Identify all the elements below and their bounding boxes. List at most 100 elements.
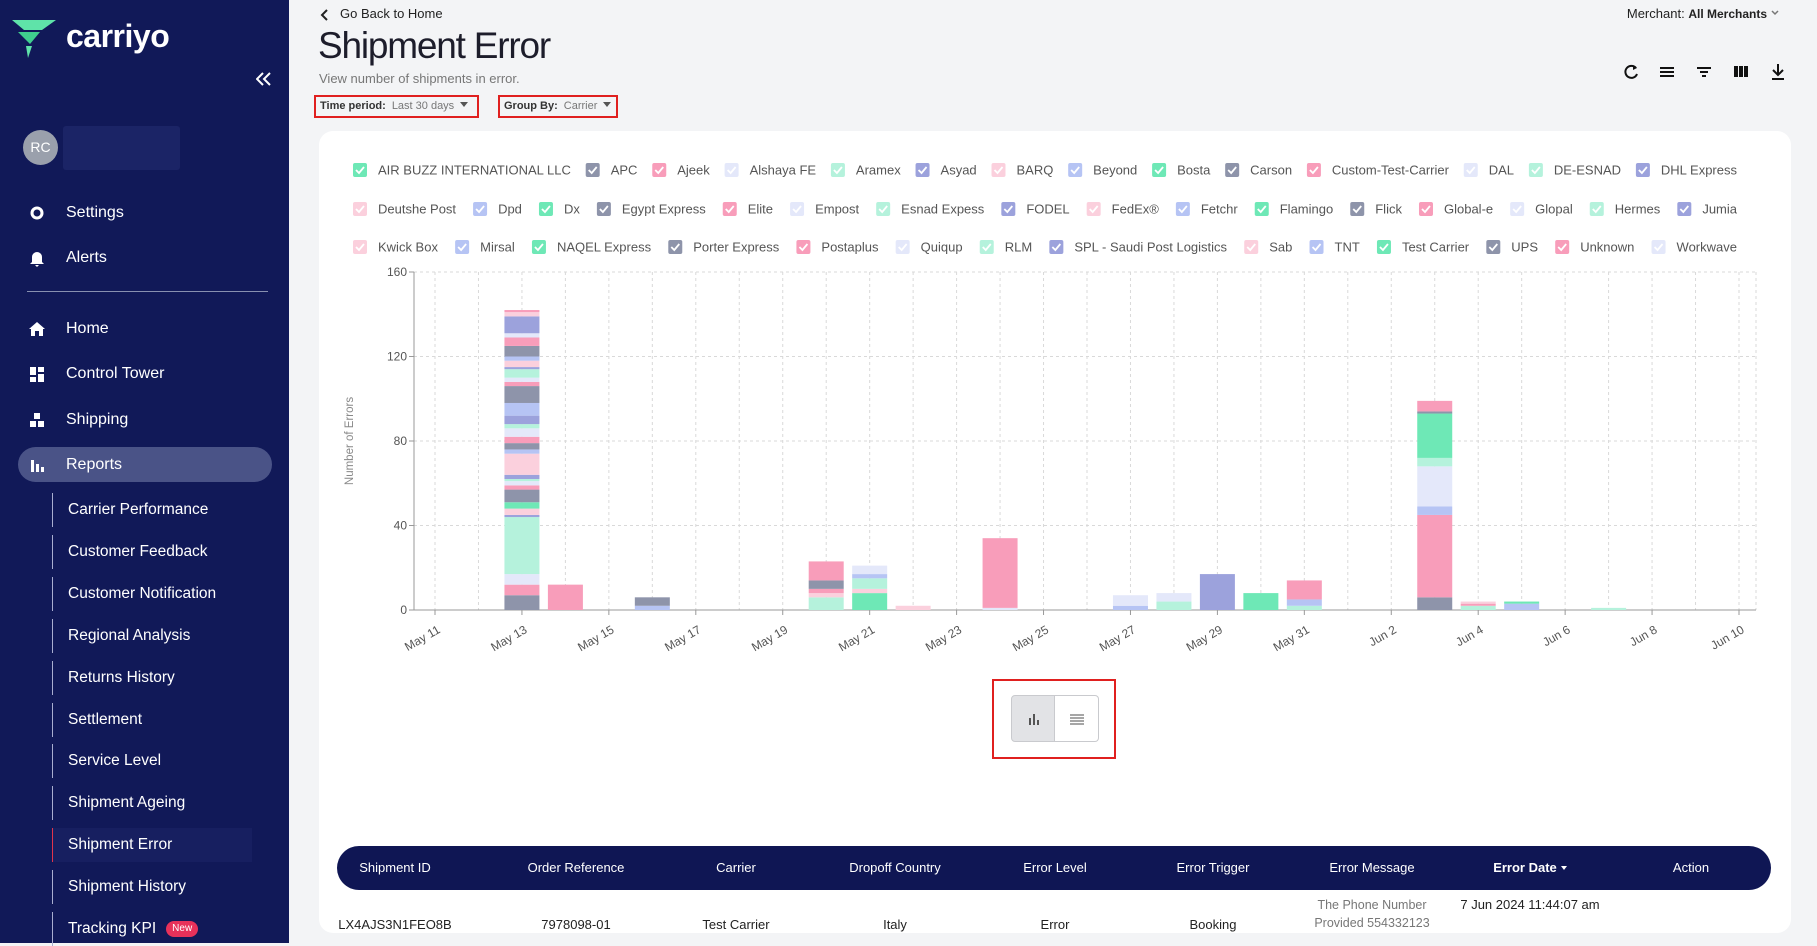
- legend-item[interactable]: APC: [585, 163, 638, 178]
- collapse-button[interactable]: [256, 72, 272, 86]
- report-link[interactable]: Settlement: [52, 702, 252, 737]
- bar-segment: [852, 578, 888, 589]
- legend-item[interactable]: Aramex: [830, 163, 901, 178]
- legend-item[interactable]: Postaplus: [796, 240, 879, 255]
- legend-item[interactable]: AIR BUZZ INTERNATIONAL LLC: [353, 163, 571, 178]
- legend-label: Esnad Expess: [901, 202, 985, 217]
- legend-label: Deutshe Post: [378, 202, 456, 217]
- legend-item[interactable]: Dpd: [473, 202, 522, 217]
- legend-item[interactable]: Bosta: [1152, 163, 1211, 178]
- legend-item[interactable]: DAL: [1463, 163, 1514, 178]
- report-link[interactable]: Shipment History: [52, 870, 252, 905]
- back-icon[interactable]: [319, 9, 331, 21]
- legend-item[interactable]: Dx: [538, 202, 580, 217]
- report-link[interactable]: Returns History: [52, 660, 252, 695]
- download-button[interactable]: [1772, 64, 1784, 80]
- legend-item[interactable]: FODEL: [1001, 202, 1070, 217]
- legend-item[interactable]: BARQ: [991, 163, 1054, 178]
- legend-item[interactable]: Custom-Test-Carrier: [1306, 163, 1450, 178]
- bar-segment: [504, 415, 540, 425]
- bar-segment: [504, 424, 540, 429]
- bar-segment: [1417, 506, 1453, 515]
- report-link[interactable]: Customer Notification: [52, 576, 252, 611]
- report-link[interactable]: Carrier Performance: [52, 493, 252, 527]
- legend-item[interactable]: Beyond: [1068, 163, 1137, 178]
- legend-item[interactable]: Mirsal: [455, 240, 515, 255]
- legend-check: [878, 205, 888, 214]
- legend-item[interactable]: Flick: [1350, 202, 1402, 217]
- report-link[interactable]: Tracking KPI New: [52, 912, 252, 946]
- legend-item[interactable]: Unknown: [1555, 240, 1634, 255]
- nav-item[interactable]: Home: [26, 311, 109, 347]
- legend-item[interactable]: SPL - Saudi Post Logistics: [1049, 240, 1228, 255]
- avatar[interactable]: RC: [23, 130, 58, 165]
- report-link[interactable]: Shipment Error: [52, 828, 252, 863]
- legend-checkbox: [1244, 240, 1259, 254]
- legend-item[interactable]: Ajeek: [652, 163, 710, 178]
- legend-item[interactable]: DE-ESNAD: [1528, 163, 1621, 178]
- legend-item[interactable]: RLM: [979, 240, 1032, 255]
- report-link[interactable]: Regional Analysis: [52, 618, 252, 653]
- shipment-link[interactable]: LX4AJS3N1FEO8B: [338, 917, 452, 932]
- legend-item[interactable]: Empost: [790, 202, 860, 217]
- legend-item[interactable]: Fetchr: [1175, 202, 1239, 217]
- legend-item[interactable]: Jumia: [1677, 202, 1738, 217]
- column-header[interactable]: Error Date: [1445, 846, 1615, 890]
- report-link[interactable]: Shipment Ageing: [52, 786, 252, 821]
- legend-item[interactable]: Test Carrier: [1376, 240, 1470, 255]
- legend-label: FedEx®: [1112, 202, 1160, 217]
- time-period-filter[interactable]: Time period: Last 30 days: [314, 95, 479, 118]
- legend-item[interactable]: Porter Express: [668, 240, 780, 255]
- column-header: Error Message: [1329, 860, 1415, 875]
- legend-check: [534, 243, 544, 252]
- nav-item[interactable]: Shipping: [26, 402, 128, 438]
- merchant-selector[interactable]: Merchant: All Merchants: [1627, 6, 1783, 21]
- legend-item[interactable]: DHL Express: [1635, 163, 1738, 178]
- x-tick-label: May 27: [1097, 622, 1138, 654]
- legend-item[interactable]: Deutshe Post: [353, 202, 456, 217]
- legend-item[interactable]: Global-e: [1418, 202, 1493, 217]
- legend-item[interactable]: Egypt Express: [596, 202, 706, 217]
- legend-item[interactable]: UPS: [1486, 240, 1538, 255]
- legend-item[interactable]: Kwick Box: [353, 240, 438, 255]
- table-view-button[interactable]: [1055, 695, 1099, 742]
- legend-item[interactable]: FedEx®: [1086, 202, 1160, 217]
- merchant-value: All Merchants: [1688, 7, 1767, 21]
- legend-item[interactable]: Esnad Expess: [876, 202, 985, 217]
- legend-item[interactable]: Asyad: [915, 163, 977, 178]
- group-by-filter[interactable]: Group By: Carrier: [498, 95, 618, 118]
- page-title: Shipment Error: [318, 25, 551, 66]
- legend-item[interactable]: Workwave: [1651, 240, 1737, 255]
- density-button[interactable]: [1660, 67, 1674, 77]
- legend-check: [725, 205, 735, 214]
- refresh-button[interactable]: [1624, 64, 1638, 79]
- legend-check: [1154, 166, 1164, 175]
- legend-checkbox: [991, 163, 1006, 177]
- columns-button[interactable]: [1734, 66, 1748, 77]
- legend-item[interactable]: Alshaya FE: [724, 163, 817, 178]
- legend-item[interactable]: Carson: [1225, 163, 1292, 178]
- legend-item[interactable]: Flamingo: [1254, 202, 1333, 217]
- legend-item[interactable]: Sab: [1244, 240, 1292, 255]
- filter-button[interactable]: [1697, 67, 1711, 77]
- legend-item[interactable]: TNT: [1309, 240, 1360, 255]
- nav-item[interactable]: Alerts: [26, 240, 107, 276]
- report-link[interactable]: Service Level: [52, 744, 252, 779]
- legend-item[interactable]: Glopal: [1510, 202, 1573, 217]
- bar-segment: [808, 593, 844, 598]
- legend-item[interactable]: Elite: [722, 202, 773, 217]
- legend-item[interactable]: Quiqup: [895, 240, 963, 255]
- back-link[interactable]: Go Back to Home: [340, 6, 443, 21]
- nav-item[interactable]: Control Tower: [26, 356, 164, 392]
- legend-item[interactable]: NAQEL Express: [531, 240, 652, 255]
- legend-check: [1531, 166, 1541, 175]
- legend-item[interactable]: Hermes: [1589, 202, 1661, 217]
- nav-item[interactable]: Settings: [26, 195, 124, 231]
- legend-label: Elite: [748, 202, 773, 217]
- legend-checkbox: [1350, 202, 1365, 216]
- nav-item[interactable]: Reports: [26, 447, 122, 483]
- bar-segment: [504, 312, 540, 317]
- chart-view-button[interactable]: [1011, 695, 1055, 742]
- report-link[interactable]: Customer Feedback: [52, 534, 252, 569]
- legend-checkbox: [1651, 240, 1666, 254]
